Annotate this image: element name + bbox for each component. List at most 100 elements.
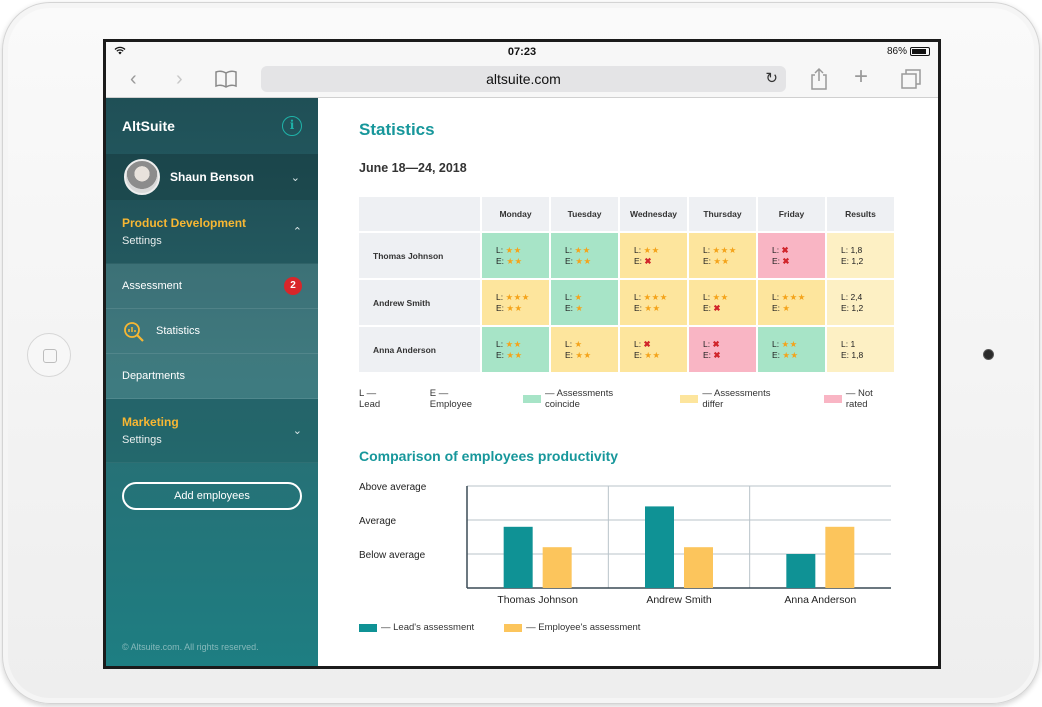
home-button[interactable] — [27, 333, 71, 377]
legend-swatch — [823, 395, 842, 403]
share-icon[interactable] — [810, 67, 828, 96]
rating-line: E: ★ — [772, 303, 825, 314]
rating-value: ★★ — [712, 291, 729, 302]
rating-key: L: — [634, 338, 644, 349]
rating-value: ★ — [574, 338, 583, 349]
rating-line: L: ★★ — [772, 339, 825, 350]
rating-key: E: — [703, 255, 714, 266]
chart-title: Comparison of employees productivity — [359, 448, 619, 464]
sidebar-item-departments[interactable]: Departments — [106, 354, 318, 399]
chevron-down-icon[interactable]: ⌄ — [292, 425, 302, 437]
sidebar-item-label: Statistics — [156, 325, 201, 337]
rating-cell: L: ★★ E: ✖ — [620, 233, 687, 278]
sidebar-item-statistics[interactable]: Statistics — [106, 309, 318, 354]
rating-value: ✖ — [713, 349, 721, 360]
rating-line: E: ★★ — [772, 350, 825, 361]
rating-value: ★ — [574, 291, 583, 302]
rating-value: ✖ — [644, 255, 652, 266]
rating-value: 1,2 — [851, 302, 864, 313]
legend-label: — Employee's assessment — [526, 622, 641, 633]
table-row: Thomas Johnson L: ★★ E: ★★ L: ★★ E: ★★ L: ★★ E… — [359, 233, 894, 278]
sidebar-item-assessment[interactable]: Assessment 2 — [106, 264, 318, 309]
user-name: Shaun Benson — [170, 170, 255, 184]
rating-line: L: 1 — [841, 339, 894, 350]
rating-line: L: ★★ — [565, 245, 618, 256]
forward-icon[interactable]: › — [176, 68, 183, 90]
rating-line: E: 1,2 — [841, 256, 894, 267]
legend-swatch — [523, 395, 541, 403]
rating-key: E: — [565, 349, 576, 360]
avatar — [124, 159, 160, 195]
rating-cell: L: ✖ E: ✖ — [689, 327, 756, 372]
bookmarks-icon[interactable] — [214, 70, 238, 93]
rating-key: L: — [703, 244, 713, 255]
reload-icon[interactable]: ↻ — [765, 70, 778, 87]
chart-legend: — Lead's assessment — Employee's assessm… — [359, 622, 897, 633]
tabs-icon[interactable] — [900, 68, 922, 95]
app: AltSuite i Shaun Benson ⌄ Product Develo… — [106, 98, 938, 666]
group-marketing[interactable]: Marketing Settings ⌄ — [106, 399, 318, 463]
legend-label: — Assessments differ — [702, 388, 771, 410]
brand-name: AltSuite — [122, 118, 175, 134]
productivity-chart: Above average Average Below average Thom… — [359, 478, 897, 608]
rating-key: L: — [703, 338, 713, 349]
rating-cell: L: 2,4 E: 1,2 — [827, 280, 894, 325]
battery-indicator: 86% — [887, 46, 930, 57]
rating-line: L: ✖ — [634, 339, 687, 350]
legend-lead: L — Lead — [359, 388, 381, 410]
rating-key: E: — [496, 302, 507, 313]
rating-value: ★★ — [781, 338, 798, 349]
legend-label: — Lead's assessment — [381, 622, 475, 633]
bar-employee — [542, 547, 572, 588]
group-product-development[interactable]: Product Development Settings ⌃ — [106, 200, 318, 264]
rating-line: L: ★★ — [634, 245, 687, 256]
column-header: Wednesday — [620, 197, 687, 231]
rating-key: L: — [703, 291, 713, 302]
chevron-down-icon[interactable]: ⌄ — [290, 171, 300, 184]
x-tick-label: Thomas Johnson — [497, 594, 578, 606]
rating-value: ★★ — [575, 255, 592, 266]
legend-swatch — [680, 395, 699, 403]
user-menu[interactable]: Shaun Benson ⌄ — [106, 154, 318, 200]
back-icon[interactable]: ‹ — [130, 68, 137, 90]
chevron-up-icon[interactable]: ⌃ — [292, 226, 302, 238]
rating-line: L: ★★★ — [772, 292, 825, 303]
legend-coincide: — Assessments coincide — [523, 388, 650, 410]
rating-key: L: — [634, 244, 644, 255]
rating-cell: L: ✖ E: ✖ — [758, 233, 825, 278]
rating-value: ★★ — [644, 302, 661, 313]
legend-not-rated: — Not rated — [823, 388, 897, 410]
address-bar[interactable]: altsuite.com ↻ — [261, 66, 786, 92]
submenu: Assessment 2 Statistics Departments — [106, 264, 318, 399]
rating-value: 2,4 — [850, 291, 863, 302]
url-text: altsuite.com — [486, 71, 561, 87]
rating-value: ★★★ — [781, 291, 806, 302]
info-icon[interactable]: i — [282, 116, 302, 136]
table-row: Andrew Smith L: ★★★ E: ★★ L: ★ E: ★ L: ★★★ E: … — [359, 280, 894, 325]
rating-cell: L: ★★★ E: ★★ — [620, 280, 687, 325]
rating-value: ★★ — [506, 255, 523, 266]
bar-chart: Thomas Johnson Andrew Smith Anna Anderson — [466, 485, 891, 606]
date-range: June 18—24, 2018 — [359, 161, 467, 175]
rating-key: L: — [841, 291, 851, 302]
employee-name: Thomas Johnson — [359, 233, 480, 278]
rating-line: E: 1,2 — [841, 303, 894, 314]
rating-line: E: ★ — [565, 303, 618, 314]
battery-icon — [910, 47, 930, 56]
rating-line: L: ★★★ — [703, 245, 756, 256]
rating-value: ✖ — [643, 338, 651, 349]
rating-key: E: — [703, 349, 714, 360]
column-header: Friday — [758, 197, 825, 231]
rating-value: ★★★ — [505, 291, 530, 302]
rating-value: ★ — [575, 302, 584, 313]
new-tab-icon[interactable]: + — [854, 63, 869, 90]
legend-swatch — [504, 623, 523, 632]
add-employees-button[interactable]: Add employees — [122, 482, 302, 510]
bar-lead — [503, 526, 533, 588]
rating-key: E: — [841, 349, 852, 360]
sidebar-item-label: Departments — [122, 370, 185, 382]
rating-cell: L: ★ E: ★★ — [551, 327, 618, 372]
sidebar: AltSuite i Shaun Benson ⌄ Product Develo… — [106, 98, 318, 666]
screen: 07:23 86% ‹ › altsuite.com ↻ + — [103, 39, 941, 669]
